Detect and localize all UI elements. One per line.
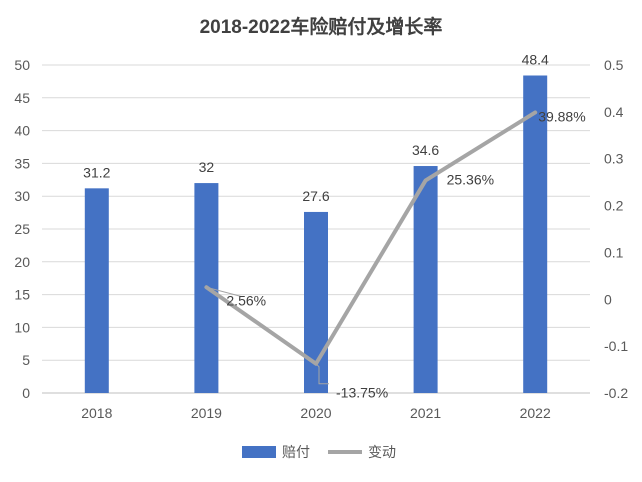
chart-title: 2018-2022车险赔付及增长率 (200, 15, 443, 38)
legend-label: 变动 (368, 444, 396, 460)
bar (523, 75, 548, 393)
x-tick-label: 2020 (300, 405, 331, 421)
legend-label: 赔付 (282, 444, 310, 460)
line-value-label: 25.36% (447, 171, 494, 187)
y-right-tick-label: 0 (604, 291, 612, 307)
line-value-label: 39.88% (538, 108, 585, 124)
y-right-tick-label: 0.4 (604, 104, 624, 120)
axes: 0 5 10 15 20 25 30 35 40 45 50 -0.2 -0.1 0 0.1 0.2 0.3 0.… (14, 57, 628, 421)
bar (304, 211, 328, 393)
line-series (204, 110, 538, 366)
y-left-tick-label: 35 (14, 155, 30, 171)
y-left-tick-label: 30 (14, 188, 30, 204)
y-left-tick-label: 5 (22, 352, 30, 368)
label-leader-line (206, 286, 241, 297)
x-tick-label: 2019 (191, 405, 222, 421)
bar (413, 166, 438, 393)
line-path (204, 110, 538, 366)
y-right-tick-label: 0.2 (604, 198, 624, 214)
y-right-tick-label: 0.5 (604, 57, 624, 73)
y-right-tick-label: 0.1 (604, 244, 624, 260)
data-labels: 31.2 32 27.6 34.6 48.4 2.56% -13.75% 25.36% 39.8… (83, 51, 586, 400)
label-leader-line (315, 363, 329, 385)
y-left-tick-label: 40 (14, 123, 30, 139)
bar-value-label: 31.2 (83, 164, 110, 180)
line-value-label: -13.75% (336, 385, 388, 401)
legend: 赔付 变动 (242, 444, 396, 460)
bar-value-label: 48.4 (522, 51, 549, 67)
y-right-tick-label: 0.3 (604, 151, 624, 167)
bar-value-label: 32 (199, 159, 215, 175)
y-left-tick-label: 10 (14, 319, 30, 335)
line-value-label: 2.56% (226, 292, 266, 308)
legend-swatch-bar (242, 446, 276, 458)
bar-series (84, 75, 548, 393)
y-left-tick-label: 0 (22, 385, 30, 401)
y-right-tick-label: -0.2 (604, 385, 628, 401)
y-right-tick-label: -0.1 (604, 338, 628, 354)
y-left-tick-label: 50 (14, 57, 30, 73)
y-left-tick-label: 20 (14, 254, 30, 270)
bar-value-label: 27.6 (302, 188, 329, 204)
y-left-tick-label: 15 (14, 287, 30, 303)
y-left-tick-label: 25 (14, 221, 30, 237)
x-tick-label: 2022 (520, 405, 551, 421)
y-left-tick-label: 45 (14, 90, 30, 106)
bar (84, 188, 109, 393)
x-tick-label: 2021 (410, 405, 441, 421)
bar-value-label: 34.6 (412, 142, 439, 158)
x-tick-label: 2018 (81, 405, 112, 421)
